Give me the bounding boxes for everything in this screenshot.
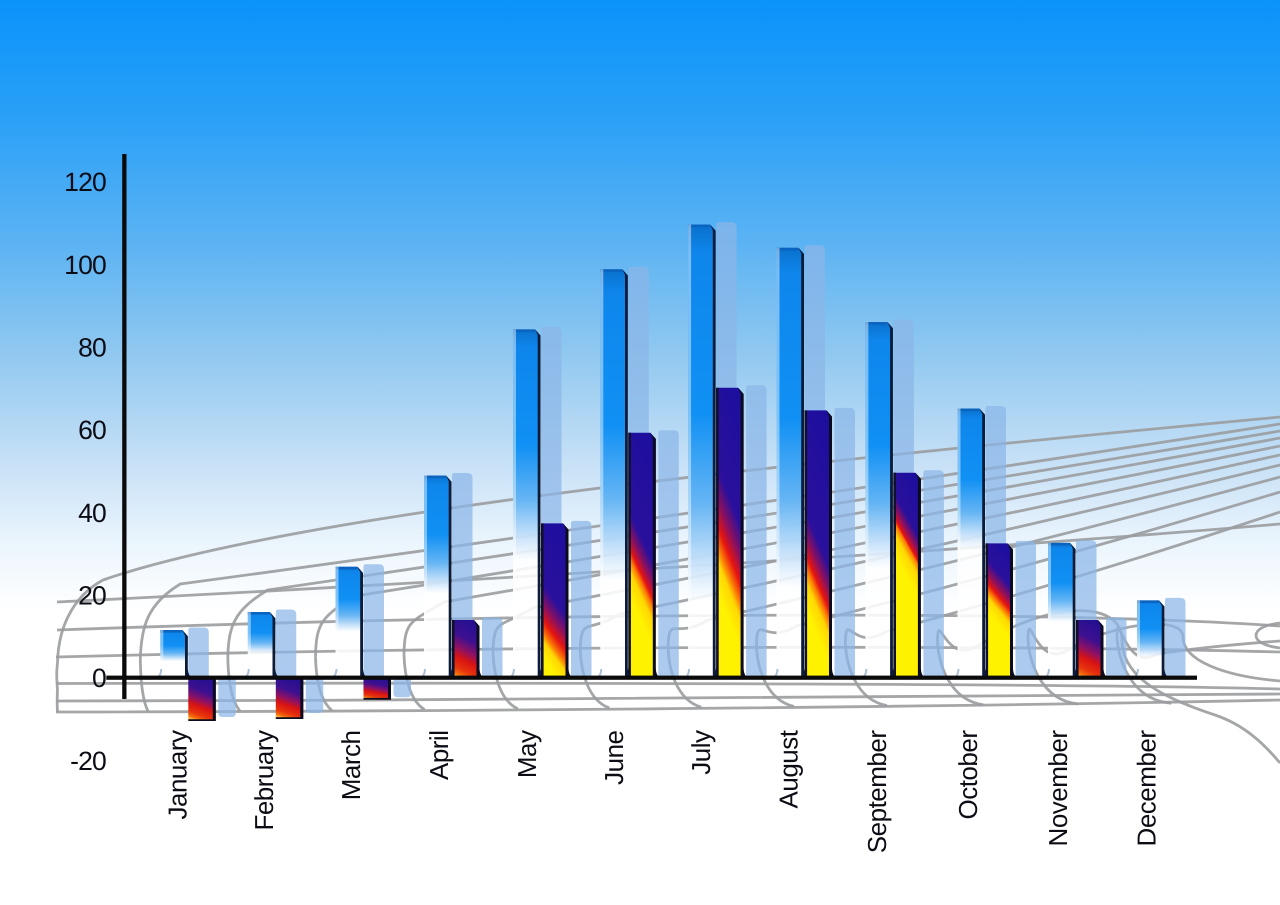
- svg-text:April: April: [424, 731, 454, 781]
- svg-text:0: 0: [92, 663, 106, 693]
- svg-text:100: 100: [64, 250, 106, 280]
- svg-text:July: July: [686, 730, 716, 775]
- svg-text:February: February: [249, 730, 279, 831]
- svg-text:40: 40: [78, 498, 106, 528]
- svg-text:October: October: [953, 730, 983, 820]
- svg-text:-20: -20: [70, 746, 106, 776]
- svg-text:20: 20: [78, 581, 106, 611]
- svg-text:May: May: [512, 730, 542, 778]
- svg-text:80: 80: [78, 333, 106, 363]
- svg-text:June: June: [599, 730, 629, 784]
- svg-text:September: September: [862, 730, 892, 854]
- svg-text:March: March: [336, 731, 366, 801]
- svg-text:August: August: [774, 729, 804, 808]
- svg-text:December: December: [1131, 730, 1161, 847]
- svg-text:120: 120: [64, 167, 106, 197]
- svg-text:60: 60: [78, 415, 106, 445]
- svg-text:November: November: [1043, 730, 1073, 847]
- svg-text:January: January: [162, 730, 192, 819]
